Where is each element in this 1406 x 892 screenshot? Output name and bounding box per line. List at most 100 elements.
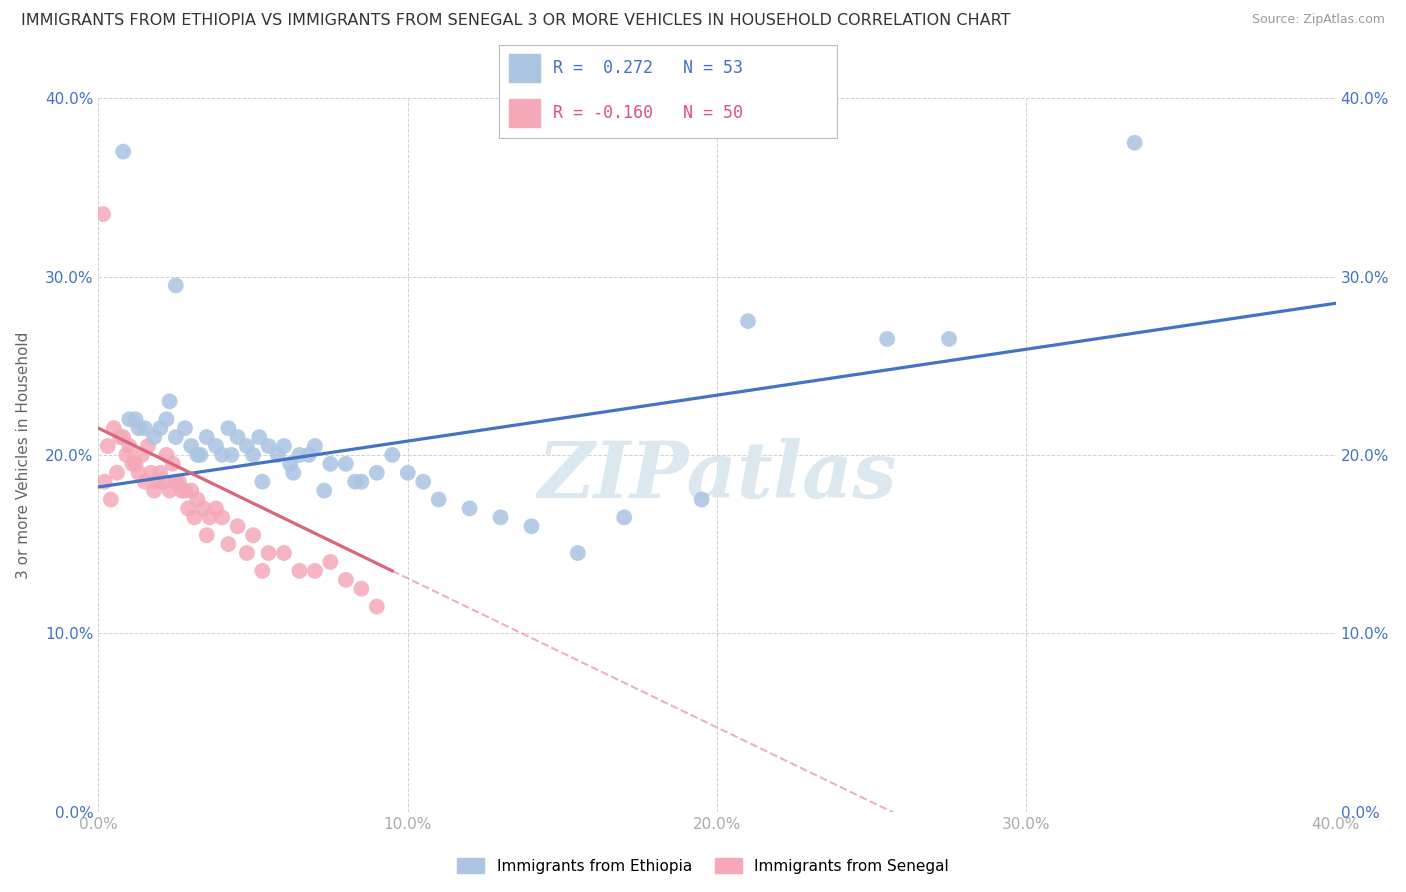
Text: R = -0.160   N = 50: R = -0.160 N = 50 bbox=[553, 104, 744, 122]
Point bbox=[211, 448, 233, 462]
Point bbox=[335, 573, 357, 587]
Point bbox=[128, 466, 150, 480]
Point bbox=[252, 564, 274, 578]
Point bbox=[155, 412, 177, 426]
Point bbox=[690, 492, 713, 507]
Point bbox=[121, 457, 143, 471]
Point bbox=[131, 448, 153, 462]
Text: IMMIGRANTS FROM ETHIOPIA VS IMMIGRANTS FROM SENEGAL 3 OR MORE VEHICLES IN HOUSEH: IMMIGRANTS FROM ETHIOPIA VS IMMIGRANTS F… bbox=[21, 13, 1011, 29]
Point bbox=[195, 430, 218, 444]
Point bbox=[226, 519, 249, 533]
Point bbox=[458, 501, 481, 516]
Point bbox=[115, 448, 138, 462]
Point bbox=[180, 483, 202, 498]
Point bbox=[335, 457, 357, 471]
Point bbox=[124, 457, 146, 471]
Text: Source: ZipAtlas.com: Source: ZipAtlas.com bbox=[1251, 13, 1385, 27]
Point bbox=[236, 546, 259, 560]
Point bbox=[288, 448, 311, 462]
Point bbox=[350, 582, 373, 596]
Point bbox=[159, 483, 181, 498]
Point bbox=[938, 332, 960, 346]
Point bbox=[273, 439, 295, 453]
Point bbox=[205, 439, 228, 453]
Point bbox=[366, 599, 388, 614]
Y-axis label: 3 or more Vehicles in Household: 3 or more Vehicles in Household bbox=[17, 331, 31, 579]
Point bbox=[288, 564, 311, 578]
Point bbox=[165, 475, 187, 489]
Point bbox=[139, 466, 162, 480]
Point bbox=[91, 207, 114, 221]
Point bbox=[242, 528, 264, 542]
Point bbox=[381, 448, 404, 462]
Point bbox=[613, 510, 636, 524]
Point bbox=[489, 510, 512, 524]
Point bbox=[149, 421, 172, 435]
Point bbox=[177, 501, 200, 516]
Point bbox=[217, 537, 239, 551]
Point bbox=[93, 475, 115, 489]
Point bbox=[205, 501, 228, 516]
Point bbox=[112, 430, 135, 444]
Point bbox=[118, 439, 141, 453]
Point bbox=[152, 475, 174, 489]
Point bbox=[105, 466, 128, 480]
Point bbox=[146, 475, 169, 489]
Point bbox=[143, 430, 166, 444]
Point bbox=[159, 394, 181, 409]
Point bbox=[247, 430, 270, 444]
Point bbox=[103, 421, 125, 435]
Point bbox=[236, 439, 259, 453]
Point bbox=[221, 448, 243, 462]
Point bbox=[128, 421, 150, 435]
Point bbox=[143, 483, 166, 498]
Point bbox=[165, 430, 187, 444]
Point bbox=[257, 439, 280, 453]
Point bbox=[278, 457, 301, 471]
Point bbox=[267, 448, 290, 462]
Point bbox=[112, 145, 135, 159]
Legend: Immigrants from Ethiopia, Immigrants from Senegal: Immigrants from Ethiopia, Immigrants fro… bbox=[451, 852, 955, 880]
Point bbox=[217, 421, 239, 435]
Point bbox=[149, 466, 172, 480]
Point bbox=[155, 448, 177, 462]
Point bbox=[174, 483, 197, 498]
Point bbox=[174, 421, 197, 435]
Point bbox=[298, 448, 321, 462]
Point bbox=[136, 439, 159, 453]
Point bbox=[108, 430, 131, 444]
Point bbox=[193, 501, 215, 516]
Point bbox=[186, 492, 208, 507]
Text: R =  0.272   N = 53: R = 0.272 N = 53 bbox=[553, 59, 744, 77]
Point bbox=[180, 439, 202, 453]
Bar bbox=[509, 99, 540, 127]
Point bbox=[124, 412, 146, 426]
Point bbox=[170, 483, 193, 498]
Point bbox=[520, 519, 543, 533]
Point bbox=[97, 439, 120, 453]
Point bbox=[427, 492, 450, 507]
Point bbox=[304, 439, 326, 453]
Point bbox=[190, 448, 212, 462]
Point bbox=[314, 483, 336, 498]
Point bbox=[186, 448, 208, 462]
Point bbox=[134, 421, 156, 435]
Point bbox=[183, 510, 205, 524]
Text: ZIPatlas: ZIPatlas bbox=[537, 438, 897, 515]
Point bbox=[1123, 136, 1146, 150]
Point bbox=[366, 466, 388, 480]
Point bbox=[167, 475, 190, 489]
Bar bbox=[509, 54, 540, 82]
Point bbox=[257, 546, 280, 560]
Point bbox=[118, 412, 141, 426]
Point bbox=[100, 492, 122, 507]
Point bbox=[567, 546, 589, 560]
Point bbox=[737, 314, 759, 328]
Point bbox=[226, 430, 249, 444]
Point bbox=[344, 475, 367, 489]
Point bbox=[211, 510, 233, 524]
Point bbox=[304, 564, 326, 578]
Point bbox=[273, 546, 295, 560]
Point bbox=[134, 475, 156, 489]
Point bbox=[198, 510, 221, 524]
